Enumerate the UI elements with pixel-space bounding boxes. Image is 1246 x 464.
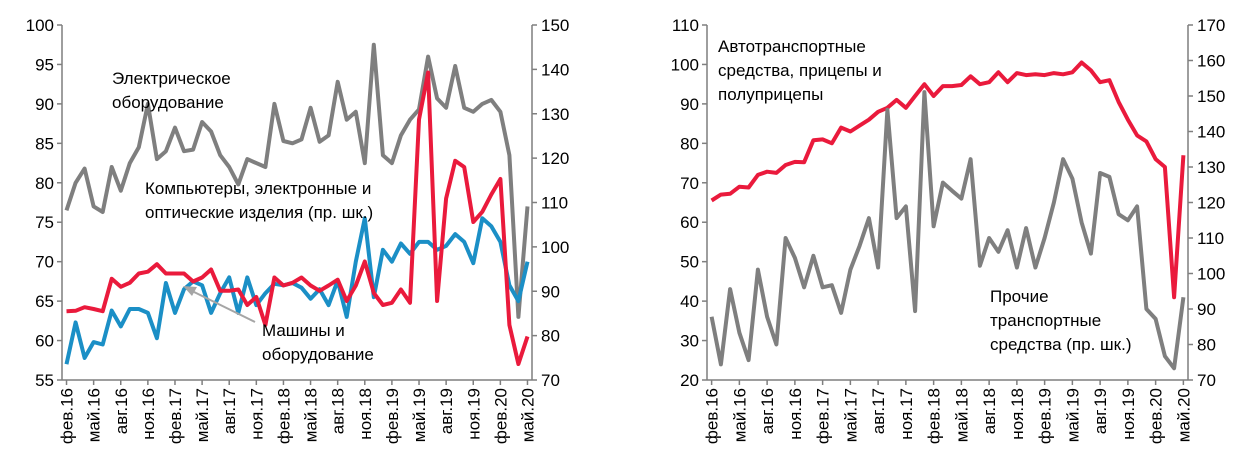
y-tick-label: 50 bbox=[680, 253, 699, 272]
x-tick-label: май.18 bbox=[952, 388, 971, 442]
x-tick-label: фев.19 bbox=[1036, 388, 1055, 444]
annotation: Машины и bbox=[262, 321, 345, 340]
y2-tick-label: 130 bbox=[1197, 158, 1225, 177]
x-tick-label: фев.20 bbox=[1147, 388, 1166, 444]
y2-tick-label: 120 bbox=[541, 149, 569, 168]
y2-tick-label: 140 bbox=[1197, 123, 1225, 142]
y2-tick-label: 90 bbox=[541, 282, 560, 301]
annotation: полуприцепы bbox=[718, 85, 823, 104]
y2-tick-label: 150 bbox=[1197, 87, 1225, 106]
x-tick-label: май.20 bbox=[1174, 388, 1193, 442]
x-tick-label: фев.18 bbox=[925, 388, 944, 444]
annotation: Компьютеры, электронные и bbox=[145, 179, 371, 198]
x-tick-label: ноя.19 bbox=[1119, 388, 1138, 440]
y2-tick-label: 70 bbox=[1197, 371, 1216, 390]
y-tick-label: 55 bbox=[35, 371, 54, 390]
x-tick-label: фев.20 bbox=[491, 388, 510, 444]
x-tick-label: фев.17 bbox=[814, 388, 833, 444]
x-tick-label: авг.16 bbox=[112, 388, 131, 434]
y-tick-label: 70 bbox=[35, 253, 54, 272]
y2-tick-label: 130 bbox=[541, 105, 569, 124]
y2-tick-label: 170 bbox=[1197, 16, 1225, 35]
x-tick-label: май.17 bbox=[841, 388, 860, 442]
annotation: Прочие bbox=[990, 287, 1049, 306]
y-tick-label: 100 bbox=[671, 55, 699, 74]
x-tick-label: ноя.17 bbox=[897, 388, 916, 440]
annotation: средства, прицепы и bbox=[718, 61, 882, 80]
x-tick-label: фев.18 bbox=[274, 388, 293, 444]
annotation: Автотранспортные bbox=[718, 37, 866, 56]
x-tick-label: ноя.16 bbox=[139, 388, 158, 440]
y-tick-label: 40 bbox=[680, 292, 699, 311]
series-line bbox=[64, 42, 530, 319]
x-tick-label: авг.18 bbox=[329, 388, 348, 434]
y-tick-label: 80 bbox=[35, 174, 54, 193]
y2-tick-label: 70 bbox=[541, 371, 560, 390]
x-tick-label: авг.17 bbox=[869, 388, 888, 434]
annotation: оборудование bbox=[112, 93, 224, 112]
y2-tick-label: 100 bbox=[541, 238, 569, 257]
y-tick-label: 60 bbox=[35, 332, 54, 351]
y-tick-label: 85 bbox=[35, 134, 54, 153]
annotation: средства (пр. шк.) bbox=[990, 335, 1132, 354]
x-tick-label: ноя.18 bbox=[1008, 388, 1027, 440]
x-tick-label: май.19 bbox=[1063, 388, 1082, 442]
x-tick-label: май.18 bbox=[302, 388, 321, 442]
series-line bbox=[709, 90, 1186, 371]
x-tick-label: май.16 bbox=[730, 388, 749, 442]
y-tick-label: 65 bbox=[35, 292, 54, 311]
x-tick-label: фев.16 bbox=[58, 388, 77, 444]
annotation: Электрическое bbox=[112, 69, 231, 88]
x-tick-label: ноя.17 bbox=[247, 388, 266, 440]
y-tick-label: 90 bbox=[680, 95, 699, 114]
x-tick-label: авг.17 bbox=[220, 388, 239, 434]
y2-tick-label: 160 bbox=[1197, 52, 1225, 71]
x-tick-label: авг.19 bbox=[1091, 388, 1110, 434]
y2-tick-label: 110 bbox=[1197, 229, 1224, 248]
x-tick-label: ноя.19 bbox=[464, 388, 483, 440]
annotation: оборудование bbox=[262, 345, 374, 364]
x-tick-label: фев.19 bbox=[383, 388, 402, 444]
annotation: транспортные bbox=[990, 311, 1101, 330]
y2-tick-label: 150 bbox=[541, 16, 569, 35]
y-tick-label: 20 bbox=[680, 371, 699, 390]
x-tick-label: ноя.16 bbox=[786, 388, 805, 440]
y-tick-label: 95 bbox=[35, 55, 54, 74]
y-tick-label: 70 bbox=[680, 174, 699, 193]
y-tick-label: 30 bbox=[680, 332, 699, 351]
series-line bbox=[66, 70, 530, 366]
series-line bbox=[710, 60, 1186, 300]
x-tick-label: авг.19 bbox=[437, 388, 456, 434]
annotation: оптические изделия (пр. шк.) bbox=[145, 203, 373, 222]
y-tick-label: 80 bbox=[680, 134, 699, 153]
y-tick-label: 75 bbox=[35, 213, 54, 232]
y2-tick-label: 100 bbox=[1197, 265, 1225, 284]
x-tick-label: май.16 bbox=[85, 388, 104, 442]
x-tick-label: фев.17 bbox=[166, 388, 185, 444]
x-tick-label: май.19 bbox=[410, 388, 429, 442]
y2-tick-label: 90 bbox=[1197, 300, 1216, 319]
series-line bbox=[64, 216, 530, 365]
x-tick-label: ноя.18 bbox=[356, 388, 375, 440]
y2-tick-label: 120 bbox=[1197, 194, 1225, 213]
x-tick-label: авг.16 bbox=[758, 388, 777, 434]
x-tick-label: авг.18 bbox=[980, 388, 999, 434]
y2-tick-label: 80 bbox=[1197, 336, 1216, 355]
y2-tick-label: 110 bbox=[541, 194, 568, 213]
y2-tick-label: 140 bbox=[541, 60, 569, 79]
y2-tick-label: 80 bbox=[541, 327, 560, 346]
x-tick-label: май.20 bbox=[518, 388, 537, 442]
x-tick-label: май.17 bbox=[193, 388, 212, 442]
annotation-arrow bbox=[183, 286, 256, 323]
y-tick-label: 100 bbox=[26, 16, 54, 35]
y-tick-label: 90 bbox=[35, 95, 54, 114]
x-tick-label: фев.16 bbox=[703, 388, 722, 444]
y-tick-label: 60 bbox=[680, 213, 699, 232]
y-tick-label: 110 bbox=[672, 16, 699, 35]
